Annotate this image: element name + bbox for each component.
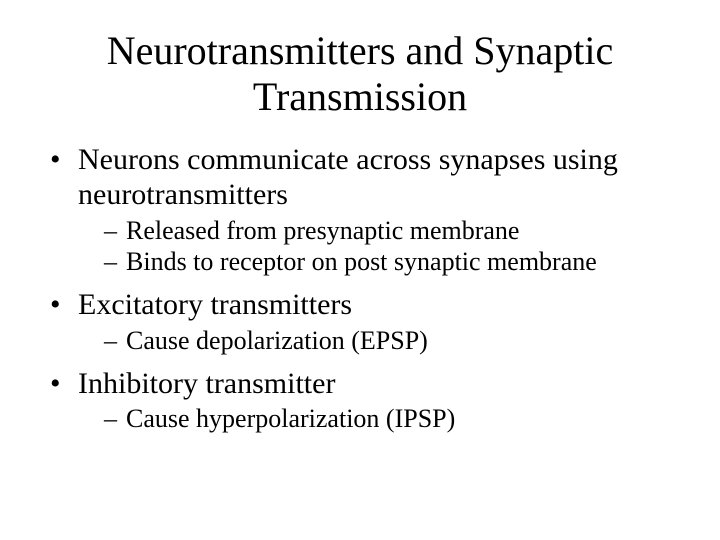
sub-bullet-text: Cause depolarization (EPSP) (126, 326, 428, 355)
sub-bullet-item: Released from presynaptic membrane (104, 215, 680, 246)
bullet-item: Excitatory transmitters Cause depolariza… (50, 287, 680, 356)
sub-bullet-item: Cause depolarization (EPSP) (104, 325, 680, 356)
sub-bullet-item: Cause hyperpolarization (IPSP) (104, 403, 680, 434)
bullet-item: Neurons communicate across synapses usin… (50, 142, 680, 277)
bullet-text: Neurons communicate across synapses usin… (78, 143, 618, 211)
bullet-text: Inhibitory transmitter (78, 367, 335, 400)
sub-bullet-list: Released from presynaptic membrane Binds… (78, 215, 680, 277)
bullet-item: Inhibitory transmitter Cause hyperpolari… (50, 366, 680, 435)
bullet-list: Neurons communicate across synapses usin… (40, 142, 680, 434)
sub-bullet-text: Released from presynaptic membrane (126, 216, 519, 245)
sub-bullet-list: Cause depolarization (EPSP) (78, 325, 680, 356)
sub-bullet-text: Cause hyperpolarization (IPSP) (126, 404, 455, 433)
slide: Neurotransmitters and Synaptic Transmiss… (0, 0, 720, 540)
slide-title: Neurotransmitters and Synaptic Transmiss… (40, 28, 680, 120)
sub-bullet-item: Binds to receptor on post synaptic membr… (104, 246, 680, 277)
sub-bullet-text: Binds to receptor on post synaptic membr… (126, 247, 597, 276)
bullet-text: Excitatory transmitters (78, 288, 352, 321)
sub-bullet-list: Cause hyperpolarization (IPSP) (78, 403, 680, 434)
